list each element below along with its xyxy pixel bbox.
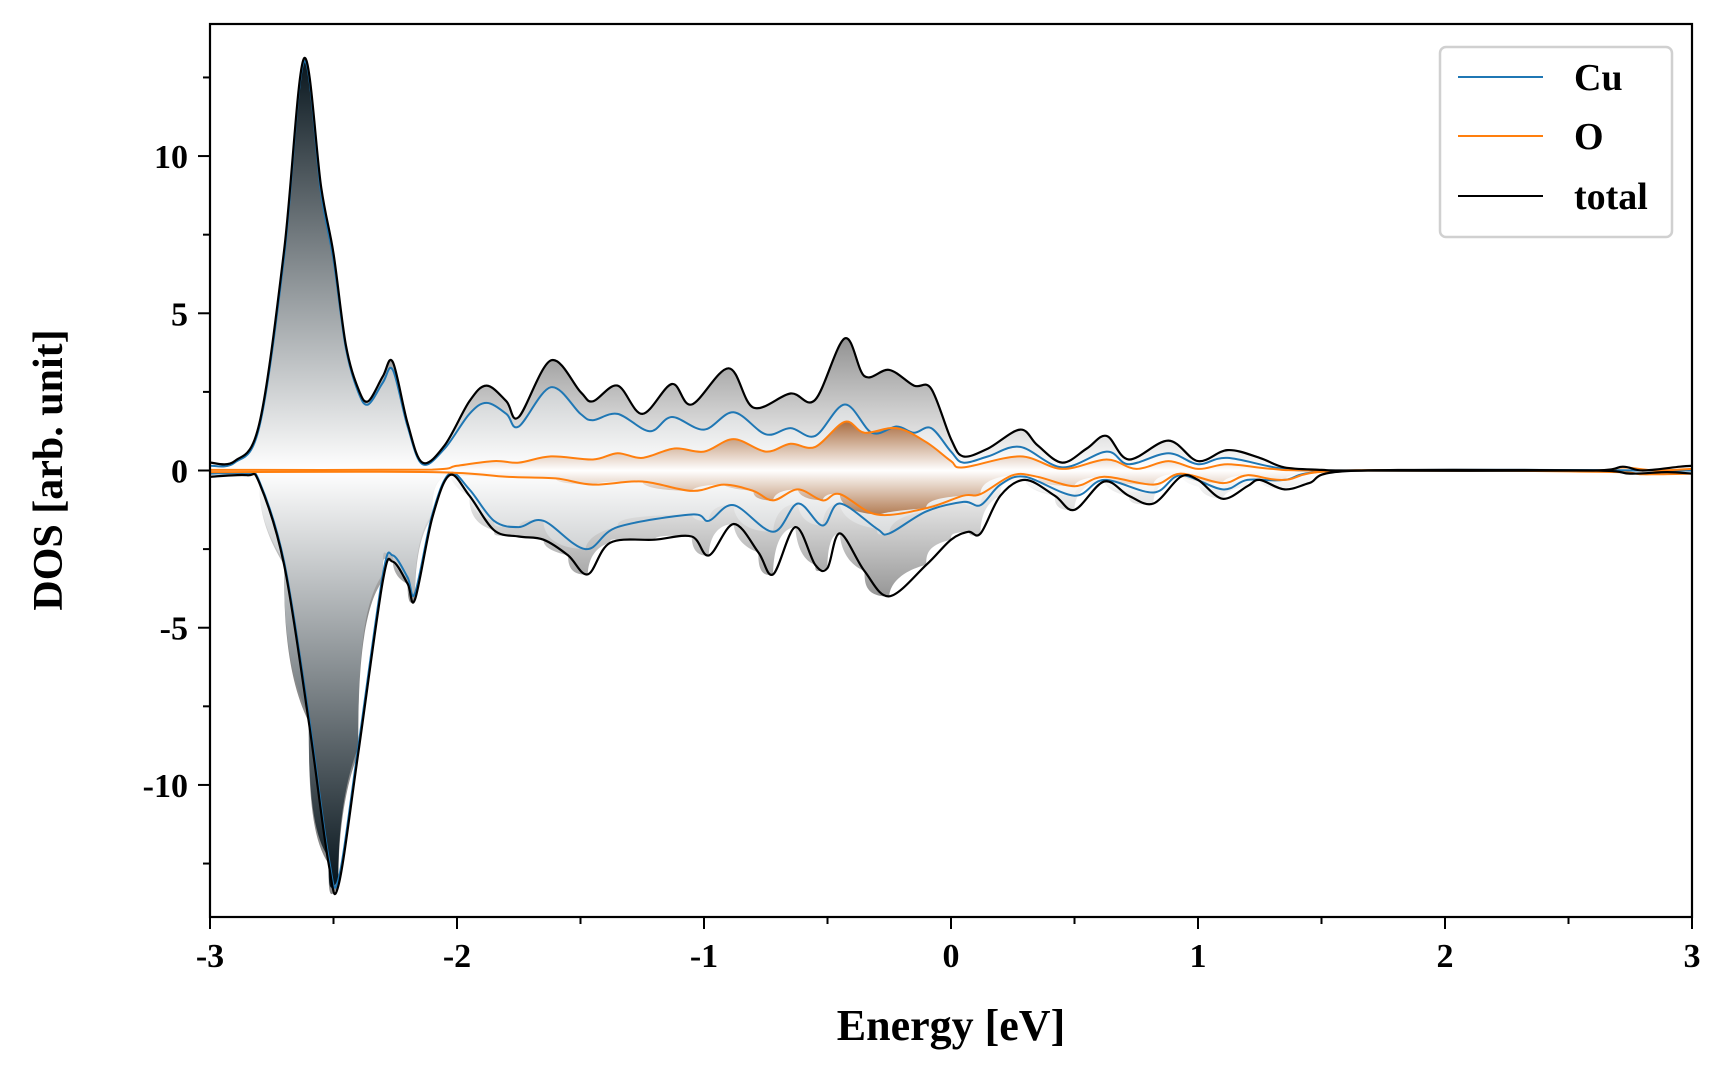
- x-axis: -3 -2 -1 0 1 2 3: [196, 917, 1701, 975]
- legend: Cu O total: [1438, 45, 1674, 239]
- x-tick-label: 1: [1190, 938, 1207, 975]
- y-axis-label: DOS [arb. unit]: [26, 329, 72, 610]
- x-tick-label: 3: [1684, 938, 1701, 975]
- o-up-line: [209, 420, 1693, 472]
- o-fill-area: [210, 421, 1692, 516]
- x-tick-label: 2: [1437, 938, 1454, 975]
- legend-label-total: total: [1574, 176, 1648, 218]
- y-tick-label: 0: [171, 454, 188, 491]
- y-axis: -10 -5 0 5 10: [143, 76, 210, 865]
- legend-label-cu: Cu: [1574, 57, 1623, 99]
- y-tick-label: 5: [171, 296, 188, 333]
- x-tick-label: -1: [690, 938, 718, 975]
- y-tick-label: 10: [154, 139, 188, 176]
- dos-lines: [209, 57, 1693, 895]
- o-down-line: [209, 469, 1693, 517]
- x-tick-label: 0: [943, 938, 960, 975]
- legend-label-o: O: [1574, 116, 1604, 158]
- x-tick-label: -3: [196, 938, 224, 975]
- y-tick-label: -10: [143, 768, 188, 805]
- legend-box: [1438, 45, 1674, 239]
- dos-fills: [210, 57, 1692, 895]
- x-axis-label: Energy [eV]: [837, 1001, 1066, 1050]
- total-up-line: [209, 57, 1693, 472]
- x-tick-label: -2: [443, 938, 471, 975]
- total-down-line: [209, 468, 1693, 895]
- y-tick-label: -5: [160, 611, 188, 648]
